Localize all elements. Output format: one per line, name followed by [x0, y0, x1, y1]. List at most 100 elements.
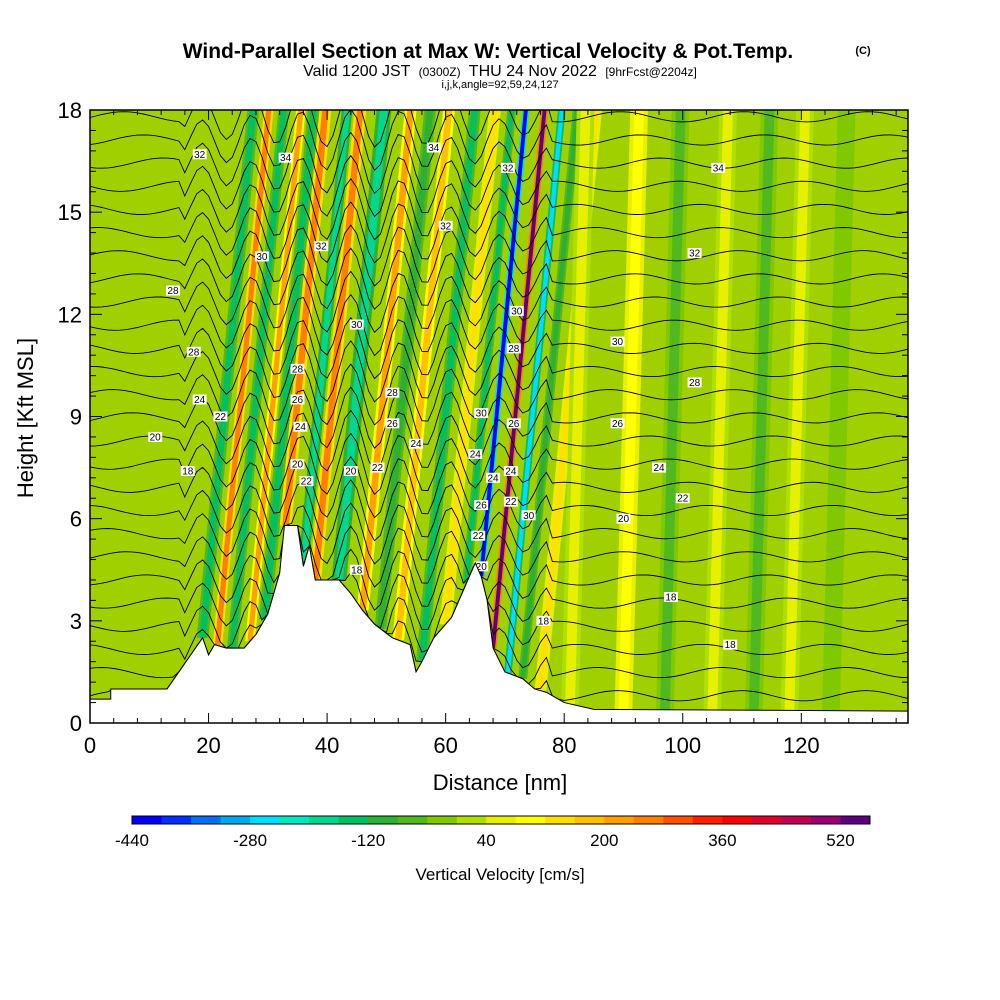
- isentrope-label-bg: [299, 476, 314, 487]
- velocity-band: [707, 110, 733, 711]
- isentrope-line: [90, 455, 908, 519]
- isentrope-label-bg: [723, 639, 738, 650]
- velocity-band: [479, 110, 528, 577]
- isentrope-label-bg: [349, 564, 364, 575]
- isentrope-label: 22: [677, 494, 689, 505]
- isentrope-label: 30: [612, 337, 624, 348]
- isentrope-label: 28: [387, 388, 399, 399]
- colorbar-label: Vertical Velocity [cm/s]: [415, 865, 584, 884]
- isentrope-label: 26: [292, 395, 304, 406]
- isentrope-label: 24: [295, 422, 307, 433]
- colorbar-swatch: [132, 816, 163, 824]
- isentrope-label-bg: [675, 493, 690, 504]
- colorbar-swatch: [427, 816, 458, 824]
- isentrope-label-bg: [180, 465, 195, 476]
- y-tick-label: 9: [70, 405, 82, 430]
- x-axis-label: Distance [nm]: [433, 770, 568, 795]
- subtitle-valid: Valid 1200 JST: [303, 63, 411, 80]
- velocity-band: [247, 110, 304, 642]
- isentrope-label-bg: [474, 408, 489, 419]
- velocity-band: [618, 110, 645, 710]
- isentrope-label-bg: [486, 472, 501, 483]
- isentrope-label: 26: [476, 501, 488, 512]
- isentrope-label: 20: [150, 432, 162, 443]
- isentrope-label-bg: [506, 343, 521, 354]
- x-tick-label: 60: [433, 733, 457, 758]
- velocity-band: [565, 110, 591, 704]
- isentrope-line: [90, 201, 908, 264]
- isentrope-line: [90, 317, 908, 380]
- colorbar-tick-label: 520: [826, 831, 854, 850]
- isentrope-label: 32: [194, 150, 206, 161]
- isentrope-label: 32: [440, 221, 452, 232]
- colorbar-tick-label: 40: [477, 831, 496, 850]
- isentrope-label: 24: [470, 449, 482, 460]
- isentrope-label-bg: [652, 462, 667, 473]
- x-tick-label: 80: [552, 733, 576, 758]
- isentrope-line: [90, 502, 908, 565]
- isentrope-label-bg: [687, 248, 702, 259]
- y-tick-label: 0: [70, 711, 82, 736]
- colorbar-swatch: [692, 816, 723, 824]
- isentrope-line: [90, 525, 908, 630]
- colorbar-swatch: [840, 816, 871, 824]
- isentrope-label: 30: [523, 511, 535, 522]
- isentrope-label-bg: [500, 162, 515, 173]
- colorbar-swatch: [574, 816, 605, 824]
- isentrope-label: 20: [618, 514, 630, 525]
- colorbar-tick-label: -440: [115, 831, 149, 850]
- isentrope-label-bg: [610, 418, 625, 429]
- colorbar-swatch: [633, 816, 664, 824]
- terrain-mask: [90, 524, 908, 723]
- plot-area: 18 18 18 18 18 20 20 20 20 20 22 22 22 22 22 22 24 24 24 24…: [90, 110, 908, 723]
- isentrope-label: 20: [292, 460, 304, 471]
- colorbar-swatch: [810, 816, 841, 824]
- isentrope-label-bg: [290, 459, 305, 470]
- isentrope-label-bg: [610, 336, 625, 347]
- isentrope-line: [90, 178, 908, 241]
- isentrope-label: 24: [194, 395, 206, 406]
- velocity-band: [826, 110, 852, 711]
- colorbar-frame: [131, 815, 871, 825]
- subtitle-utc: (0300Z): [419, 65, 461, 79]
- isentrope-line: [90, 110, 908, 171]
- isentrope-label: 22: [215, 412, 227, 423]
- isentrope-label-bg: [290, 363, 305, 374]
- isentrope-label: 18: [665, 592, 677, 603]
- velocity-band: [784, 110, 811, 711]
- isentrope-label: 18: [725, 640, 737, 651]
- colorbar-tick-label: -280: [233, 831, 267, 850]
- chart-title: Wind-Parallel Section at Max W: Vertical…: [183, 40, 794, 63]
- isentrope-label-bg: [148, 431, 163, 442]
- velocity-band: [199, 110, 257, 638]
- x-tick-label: 100: [664, 733, 701, 758]
- isentrope-label: 28: [292, 364, 304, 375]
- velocity-band: [748, 110, 775, 711]
- isentrope-line: [90, 224, 908, 287]
- isentrope-label: 22: [505, 497, 517, 508]
- colorbar-swatch: [604, 816, 635, 824]
- colorbar-tick-label: 360: [708, 831, 736, 850]
- isentrope-label: 24: [488, 473, 500, 484]
- isentrope-label: 32: [502, 163, 514, 174]
- isentrope-line: [90, 525, 908, 588]
- isentrope-label: 22: [372, 463, 384, 474]
- colorbar: -440 -280 -120 40 200 360 520: [115, 815, 871, 850]
- velocity-band: [311, 110, 364, 580]
- isentrope-label-bg: [192, 149, 207, 160]
- y-tick-label: 6: [70, 507, 82, 532]
- isentrope-label-bg: [474, 500, 489, 511]
- isentrope-label: 22: [473, 531, 485, 542]
- velocity-band: [394, 110, 453, 641]
- isentrope-label-bg: [278, 152, 293, 163]
- x-tick-label: 0: [84, 733, 96, 758]
- isentrope-label: 30: [511, 306, 523, 317]
- isentrope-label-bg: [711, 162, 726, 173]
- colorbar-tick-label: 200: [590, 831, 618, 850]
- colorbar-swatch: [191, 816, 222, 824]
- isentrope-label: 28: [188, 347, 200, 358]
- subtitle-date: THU 24 Nov 2022: [469, 63, 597, 80]
- y-tick-label: 3: [70, 609, 82, 634]
- y-axis-label: Height [Kft MSL]: [13, 338, 38, 498]
